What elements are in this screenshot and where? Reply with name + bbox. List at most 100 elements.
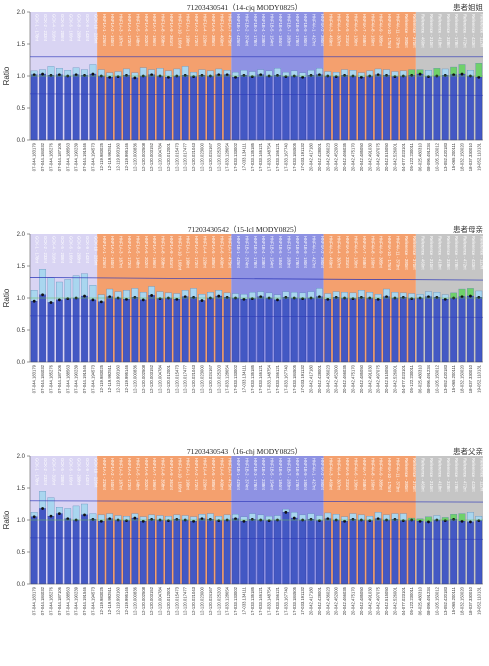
probe-label: Reference - 460nt bbox=[421, 14, 426, 48]
position-label: 12-120.012001 bbox=[166, 586, 171, 615]
bar-dot bbox=[259, 73, 263, 77]
bar-dot bbox=[167, 519, 170, 523]
bar bbox=[408, 298, 416, 363]
bar-dot bbox=[385, 73, 388, 77]
position-label: 12-120.004784 bbox=[158, 586, 163, 615]
probe-label: HNF1A-1 - 190nt bbox=[186, 458, 191, 490]
probe-label: HNF4A-1 - 427nt bbox=[312, 458, 317, 490]
probe-label: HNF4A-10 - 175nt bbox=[387, 14, 392, 49]
bar-dot bbox=[418, 72, 422, 76]
bar bbox=[139, 299, 147, 363]
bar bbox=[64, 75, 72, 141]
position-label: 17-033.191132 bbox=[300, 142, 305, 171]
bar-dot bbox=[435, 295, 439, 299]
position-label: 06-025.480310 bbox=[418, 142, 423, 171]
bar-dot bbox=[385, 295, 388, 299]
probe-label: HNF1A-7 - 196nt bbox=[152, 458, 157, 490]
bar bbox=[89, 299, 97, 363]
bar-dot bbox=[477, 295, 481, 299]
position-label: 17-033.133002 bbox=[233, 586, 238, 615]
y-tick-label: 0.0 bbox=[17, 138, 26, 144]
bar bbox=[299, 298, 306, 363]
bar-dot bbox=[225, 73, 229, 77]
upper-threshold-line bbox=[29, 500, 484, 503]
bar bbox=[207, 519, 214, 585]
bar bbox=[165, 297, 172, 363]
bar bbox=[316, 296, 323, 363]
lower-threshold-line bbox=[29, 93, 484, 96]
bar bbox=[441, 75, 449, 141]
probe-label: HNF1A-1 - 190nt bbox=[186, 236, 191, 268]
probe-label: HNF1B-2 - 374nt bbox=[244, 236, 249, 268]
probe-label: HNF1A-4 - 220nt bbox=[202, 458, 207, 490]
position-label: 07-044.183179 bbox=[32, 142, 37, 171]
probe-label: GCK-4 - 316nt bbox=[51, 236, 56, 264]
probe-label: Reference - 328nt bbox=[446, 14, 451, 48]
probe-label: GCK-1 - 178nt bbox=[35, 14, 40, 42]
probe-label: HNF4A-4 - 307nt bbox=[337, 14, 342, 46]
bar-dot bbox=[376, 517, 380, 521]
bar bbox=[274, 519, 281, 585]
probe-label: HNF1A-2 - 160nt bbox=[110, 236, 115, 268]
position-label: 20-042.452000 bbox=[334, 364, 339, 393]
probe-label: GCK-2 - 232nt bbox=[43, 458, 48, 486]
probe-label: HNF4A-7 - 268nt bbox=[362, 458, 367, 490]
position-label: 17-033.167740 bbox=[283, 142, 288, 171]
position-label: 10-105.150012 bbox=[434, 364, 439, 393]
position-label: 07-044.187106 bbox=[57, 586, 62, 615]
probe-label: HNF1A-2 - 172nt bbox=[194, 236, 199, 268]
y-tick-label: 0.0 bbox=[17, 360, 26, 366]
position-label: 12-120.002508 bbox=[141, 586, 146, 615]
position-label: 12-119.983025 bbox=[99, 142, 104, 171]
position-label: 17-033.133002 bbox=[233, 142, 238, 171]
probe-label: Reference - 210nt bbox=[429, 14, 434, 48]
chart-svg: GCK-1 - 178nt GCK-2 - 232nt GCK-4 - 316nt G… bbox=[2, 232, 484, 393]
position-label: 17-033.128654 bbox=[225, 364, 230, 393]
probe-label: HNF1A-6 - 400nt bbox=[219, 458, 224, 490]
position-label: 20-042.497075 bbox=[376, 586, 381, 615]
bar bbox=[358, 297, 365, 363]
y-tick-label: 0.5 bbox=[17, 328, 26, 334]
y-axis-label: Ratio bbox=[2, 288, 11, 307]
probe-label: HNF1A-8 - 358nt bbox=[161, 236, 166, 268]
probe-label: HNF1A-5 - 385nt bbox=[211, 458, 216, 490]
position-label: 07-044.184032 bbox=[40, 364, 45, 393]
bar-dot bbox=[32, 73, 36, 77]
position-label: 07-044.185276 bbox=[48, 364, 53, 393]
bar-dot bbox=[217, 519, 221, 523]
probe-label: HNF1B-7 - 283nt bbox=[286, 458, 291, 490]
bar bbox=[72, 519, 80, 585]
probe-label: HNF1A-5 - 148nt bbox=[135, 458, 140, 490]
bar-dot bbox=[83, 294, 86, 298]
position-label: 12-120.012001 bbox=[166, 364, 171, 393]
probe-label: Reference - 460nt bbox=[421, 458, 426, 492]
probe-label: HNF4A-6 - 136nt bbox=[353, 14, 358, 46]
position-label: 20-042.491030 bbox=[367, 586, 372, 615]
probe-label: HNF1A-7 - 475nt bbox=[228, 236, 233, 268]
bar-upper bbox=[72, 505, 80, 521]
position-label: 12-119.992511 bbox=[107, 586, 112, 614]
bar-dot bbox=[452, 73, 456, 77]
position-label: 17-033.156121 bbox=[275, 364, 280, 393]
bar bbox=[399, 75, 407, 141]
bar bbox=[232, 297, 239, 363]
upper-threshold-line bbox=[29, 277, 484, 281]
bar-dot bbox=[284, 295, 288, 299]
probe-label: GCK-4 - 316nt bbox=[51, 14, 56, 42]
panel-tag: 患者姐姐 bbox=[453, 3, 483, 12]
bar bbox=[30, 301, 38, 363]
bar-dot bbox=[49, 301, 53, 304]
position-label: 07-044.190239 bbox=[74, 142, 79, 171]
position-label: 07-044.194573 bbox=[90, 142, 95, 171]
probe-label: Reference - 280nt bbox=[404, 236, 409, 270]
probe-label: Reference - 370nt bbox=[412, 458, 417, 492]
probe-label: Reference - 433nt bbox=[471, 458, 476, 492]
probe-label: HNF1B-7 - 283nt bbox=[286, 14, 291, 46]
bar-dot bbox=[150, 73, 154, 77]
probe-label: Reference - 178nt bbox=[454, 458, 459, 492]
bar bbox=[467, 75, 474, 141]
bar-dot bbox=[460, 72, 464, 76]
bar-dot bbox=[108, 517, 112, 521]
probe-label: HNF1B-2 - 374nt bbox=[244, 458, 249, 490]
bar-dot bbox=[66, 517, 70, 521]
